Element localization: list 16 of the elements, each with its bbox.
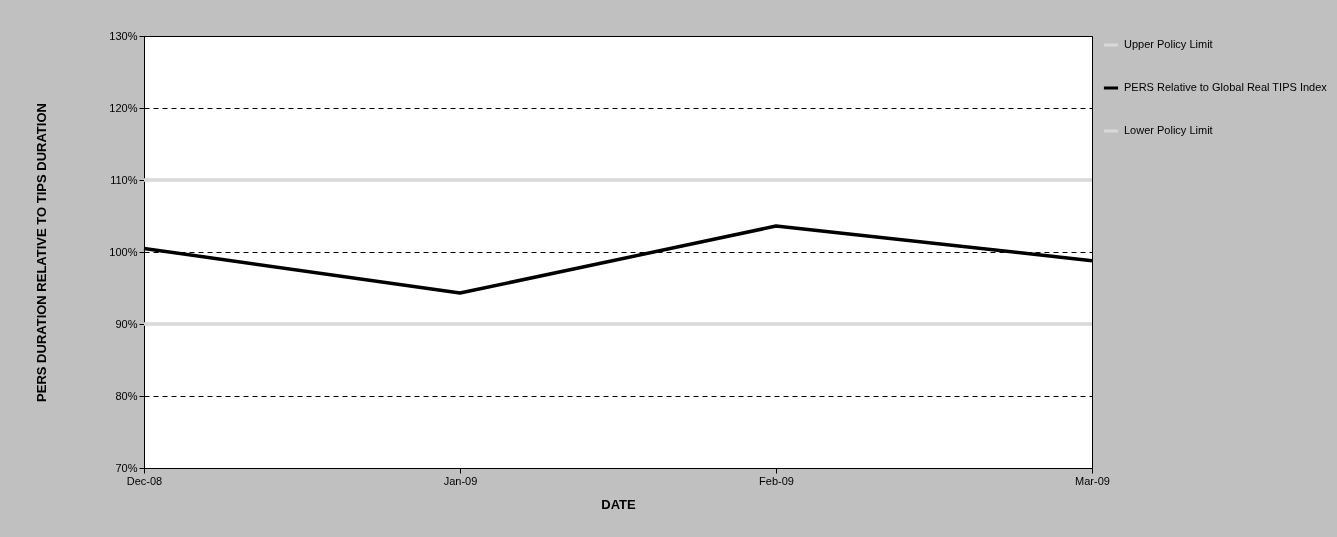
legend-label: Lower Policy Limit <box>1124 124 1213 136</box>
legend-label: Upper Policy Limit <box>1124 38 1213 50</box>
y-tick-label: 120% <box>109 101 138 114</box>
y-tick-label: 100% <box>109 245 138 258</box>
y-tick-label: 130% <box>109 29 138 42</box>
legend-label: PERS Relative to Global Real TIPS Index <box>1124 81 1328 93</box>
y-tick-label: 80% <box>115 389 138 402</box>
x-tick-label: Feb-09 <box>759 474 794 487</box>
y-axis-title: PERS DURATION RELATIVE TO TIPS DURATION <box>34 103 50 402</box>
x-tick-label: Mar-09 <box>1075 474 1110 487</box>
y-tick-label: 90% <box>115 317 138 330</box>
x-tick-label: Dec-08 <box>126 474 163 487</box>
x-axis-title: DATE <box>601 496 637 512</box>
x-tick-label: Jan-09 <box>443 474 478 487</box>
y-tick-label: 110% <box>110 173 138 186</box>
y-tick-label: 70% <box>115 461 138 474</box>
